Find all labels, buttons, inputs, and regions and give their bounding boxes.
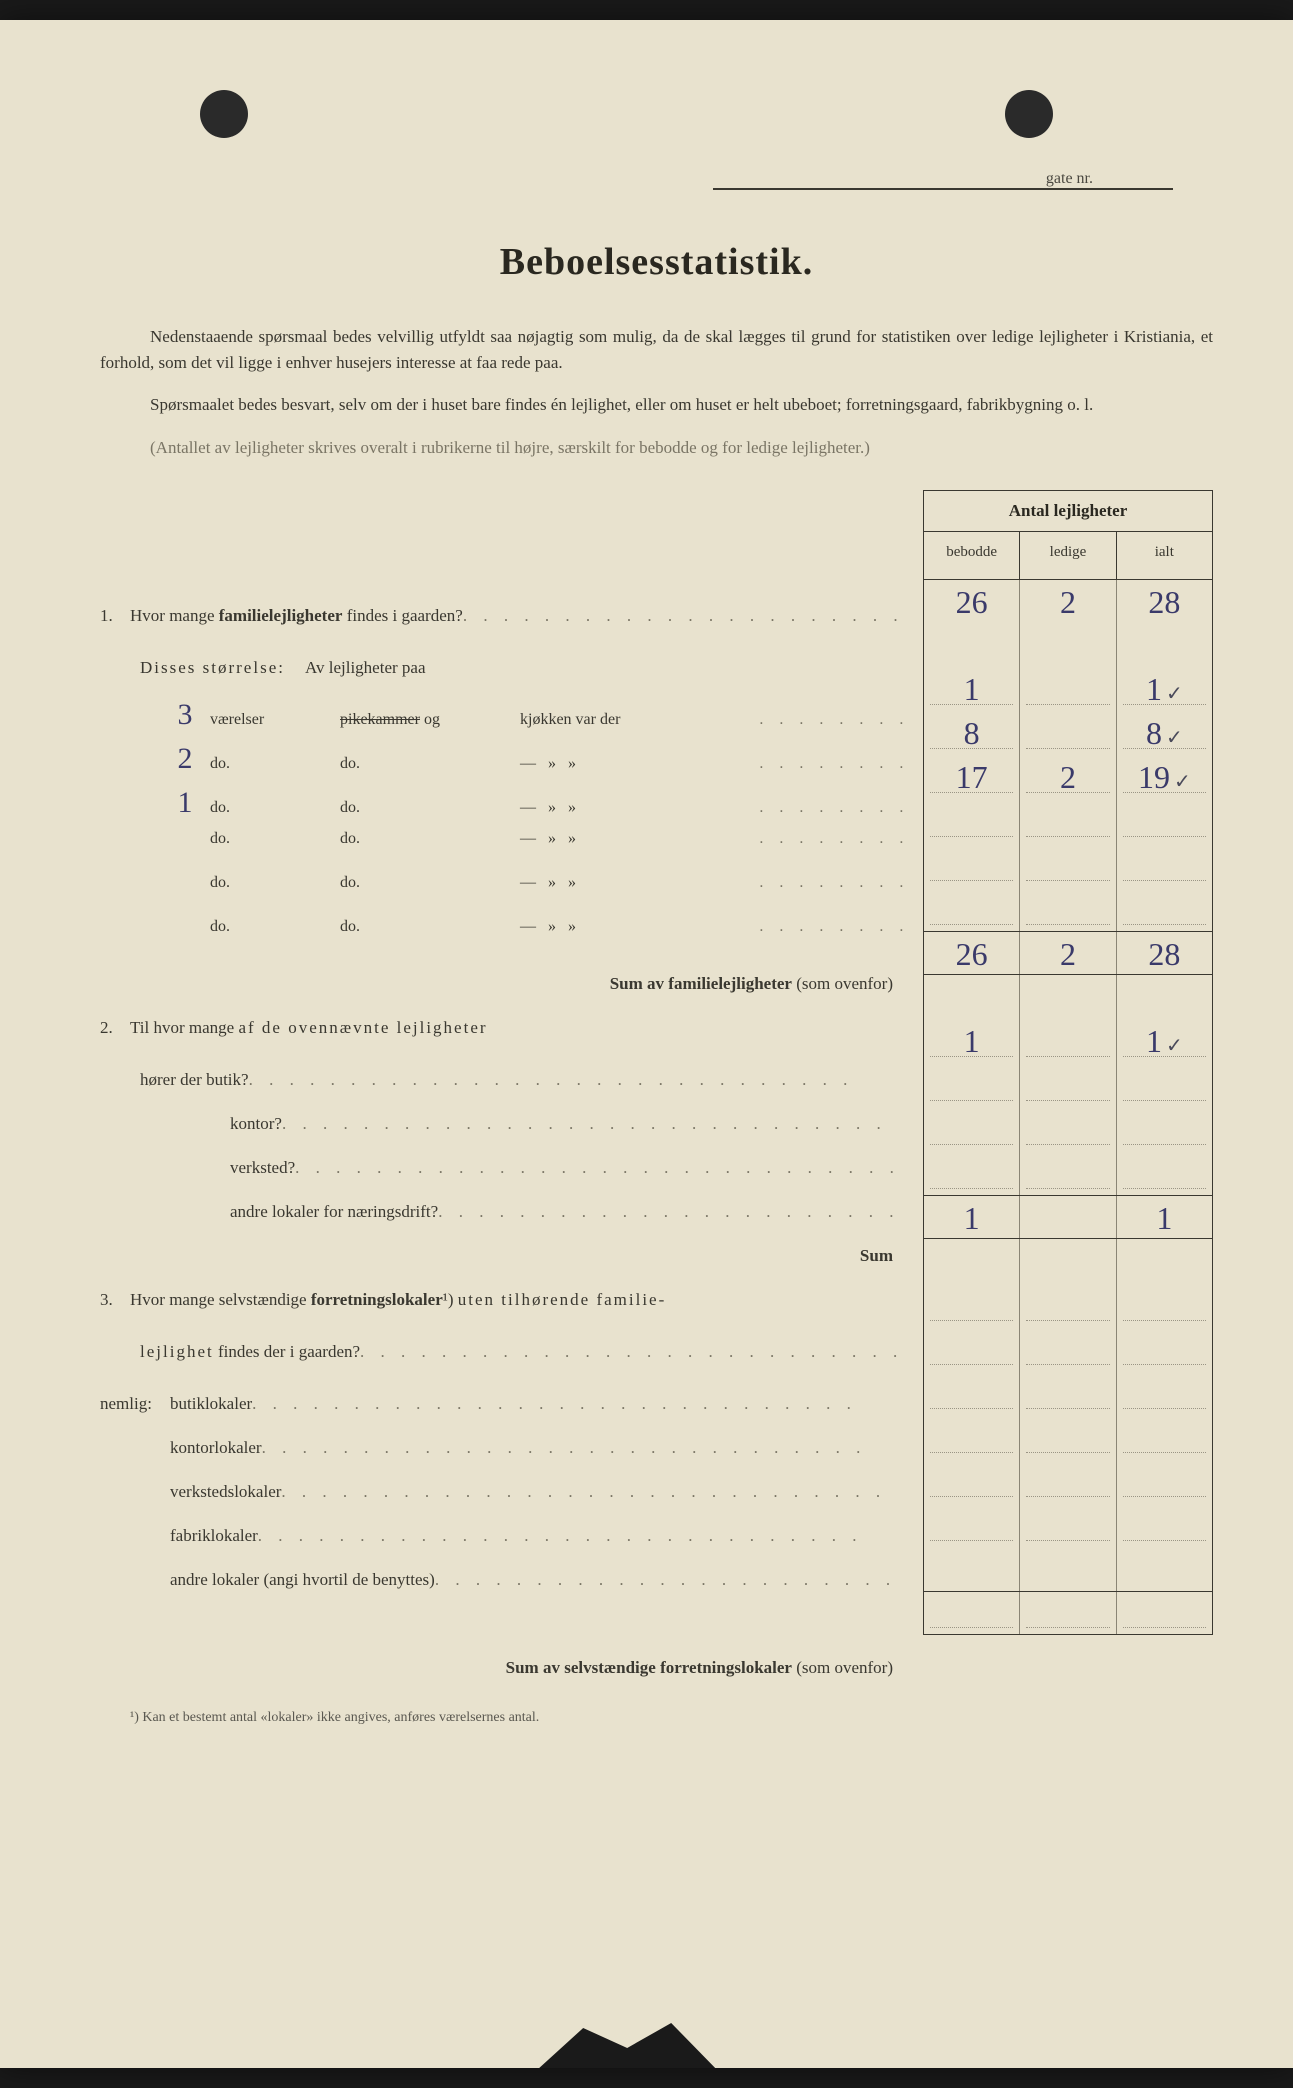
q1-size-row-5: do. do. — » » xyxy=(100,874,903,918)
q1-row-4 xyxy=(924,799,1212,843)
footnote: ¹) Kan et bestemt antal «lokaler» ikke a… xyxy=(100,1710,1213,1726)
q1-row-5 xyxy=(924,843,1212,887)
cell: 26 xyxy=(924,932,1020,974)
cell: 1 xyxy=(1117,1196,1212,1238)
form-content: Antal lejligheter bebodde ledige ialt 26… xyxy=(100,490,1213,1690)
intro-paragraph-1: Nedenstaaende spørsmaal bedes velvillig … xyxy=(100,324,1213,375)
q2-sum-label: Sum xyxy=(100,1234,903,1278)
q2-sum-row: 1 1 xyxy=(924,1195,1212,1239)
table-header: Antal lejligheter bebodde ledige ialt xyxy=(923,490,1213,579)
q1-row-3: 17 2 19✓ xyxy=(924,755,1212,799)
cell: 8 xyxy=(924,711,1020,755)
q3-row-fabrik xyxy=(924,1459,1212,1503)
q2-row-butik: 1 1✓ xyxy=(924,1019,1212,1063)
q2-butik: hører der butik? xyxy=(100,1058,903,1102)
q1-sum-row: 26 2 28 xyxy=(924,931,1212,975)
cell: 26 xyxy=(924,580,1020,623)
q1-row-6 xyxy=(924,887,1212,931)
cell: 8✓ xyxy=(1117,711,1212,755)
cell xyxy=(1020,711,1116,755)
cell: 28 xyxy=(1117,580,1212,623)
intro-paragraph-3: (Antallet av lejligheter skrives overalt… xyxy=(100,435,1213,461)
q2-row-kontor xyxy=(924,1063,1212,1107)
q3-row-verksted xyxy=(924,1415,1212,1459)
torn-edge xyxy=(517,2018,737,2068)
q3-row-andre xyxy=(924,1503,1212,1547)
q3-row-kontor xyxy=(924,1371,1212,1415)
q3-line-a: 3. Hvor mange selvstændige forretningslo… xyxy=(100,1278,903,1322)
cell: 1✓ xyxy=(1117,667,1212,711)
q1-size-row-6: do. do. — » » xyxy=(100,918,903,962)
q1-size-row-3: 1 do. do. — » » xyxy=(100,786,903,830)
cell xyxy=(1020,1196,1116,1238)
q3-andre: andre lokaler (angi hvortil de benyttes) xyxy=(100,1558,903,1602)
q1-size-row-4: do. do. — » » xyxy=(100,830,903,874)
cell: 1 xyxy=(924,667,1020,711)
cell: 28 xyxy=(1117,932,1212,974)
q3-kontor: kontorlokaler xyxy=(100,1426,903,1470)
cell: 19✓ xyxy=(1117,755,1212,799)
col-bebodde: bebodde xyxy=(924,532,1020,579)
cell: 1 xyxy=(924,1196,1020,1238)
count-table: Antal lejligheter bebodde ledige ialt 26… xyxy=(923,490,1213,1635)
q3-line-b: lejlighet findes der i gaarden? xyxy=(100,1330,903,1374)
q2-row-andre xyxy=(924,1151,1212,1195)
q3-sum-row xyxy=(924,1591,1212,1635)
q2-kontor: kontor? xyxy=(100,1102,903,1146)
spacer-row xyxy=(924,1547,1212,1591)
document-title: Beboelsesstatistik. xyxy=(100,240,1213,284)
cell: 2 xyxy=(1020,755,1116,799)
table-header-main: Antal lejligheter xyxy=(924,491,1212,532)
cell: 2 xyxy=(1020,932,1116,974)
q3-fabrik: fabriklokaler xyxy=(100,1514,903,1558)
punch-hole-right xyxy=(1005,90,1053,138)
data-grid: 26 2 28 1 1✓ 8 8✓ xyxy=(923,579,1213,1635)
cell: 1✓ xyxy=(1117,1019,1212,1063)
document-page: gate nr. Beboelsesstatistik. Nedenstaaen… xyxy=(0,20,1293,2068)
q3-butik: nemlig: butiklokaler xyxy=(100,1382,903,1426)
q1-row-1: 1 1✓ xyxy=(924,667,1212,711)
q1-size-row-1: 3 værelser pikekammer og kjøkken var der xyxy=(100,698,903,742)
q3-sum-label: Sum av selvstændige forretningslokaler (… xyxy=(100,1646,903,1690)
q3-row-main xyxy=(924,1283,1212,1327)
spacer-row xyxy=(924,975,1212,1019)
spacer-row xyxy=(924,1239,1212,1283)
q1-total-row: 26 2 28 xyxy=(924,579,1212,623)
q2-row-verksted xyxy=(924,1107,1212,1151)
cell: 2 xyxy=(1020,580,1116,623)
gate-label: gate nr. xyxy=(1046,170,1093,187)
q1-sum-label: Sum av familielejligheter (som ovenfor) xyxy=(100,962,903,1006)
q1-size-row-2: 2 do. do. — » » xyxy=(100,742,903,786)
q3-verksted: verkstedslokaler xyxy=(100,1470,903,1514)
q2-line-a: 2. Til hvor mange af de ovennævnte lejli… xyxy=(100,1006,903,1050)
cell: 1 xyxy=(924,1019,1020,1063)
gate-number-line: gate nr. xyxy=(713,170,1173,190)
punch-hole-left xyxy=(200,90,248,138)
col-ledige: ledige xyxy=(1020,532,1116,579)
spacer-row xyxy=(924,623,1212,667)
q3-row-butik xyxy=(924,1327,1212,1371)
intro-paragraph-2: Spørsmaalet bedes besvart, selv om der i… xyxy=(100,392,1213,418)
table-header-sub: bebodde ledige ialt xyxy=(924,532,1212,579)
col-ialt: ialt xyxy=(1117,532,1212,579)
q2-verksted: verksted? xyxy=(100,1146,903,1190)
q1-line: 1. Hvor mange familielejligheter findes … xyxy=(100,594,903,638)
cell xyxy=(1020,667,1116,711)
q1-row-2: 8 8✓ xyxy=(924,711,1212,755)
q1-subtitle: Disses størrelse: Av lejligheter paa xyxy=(100,646,903,690)
cell xyxy=(1020,1019,1116,1063)
cell: 17 xyxy=(924,755,1020,799)
q2-andre: andre lokaler for næringsdrift? xyxy=(100,1190,903,1234)
